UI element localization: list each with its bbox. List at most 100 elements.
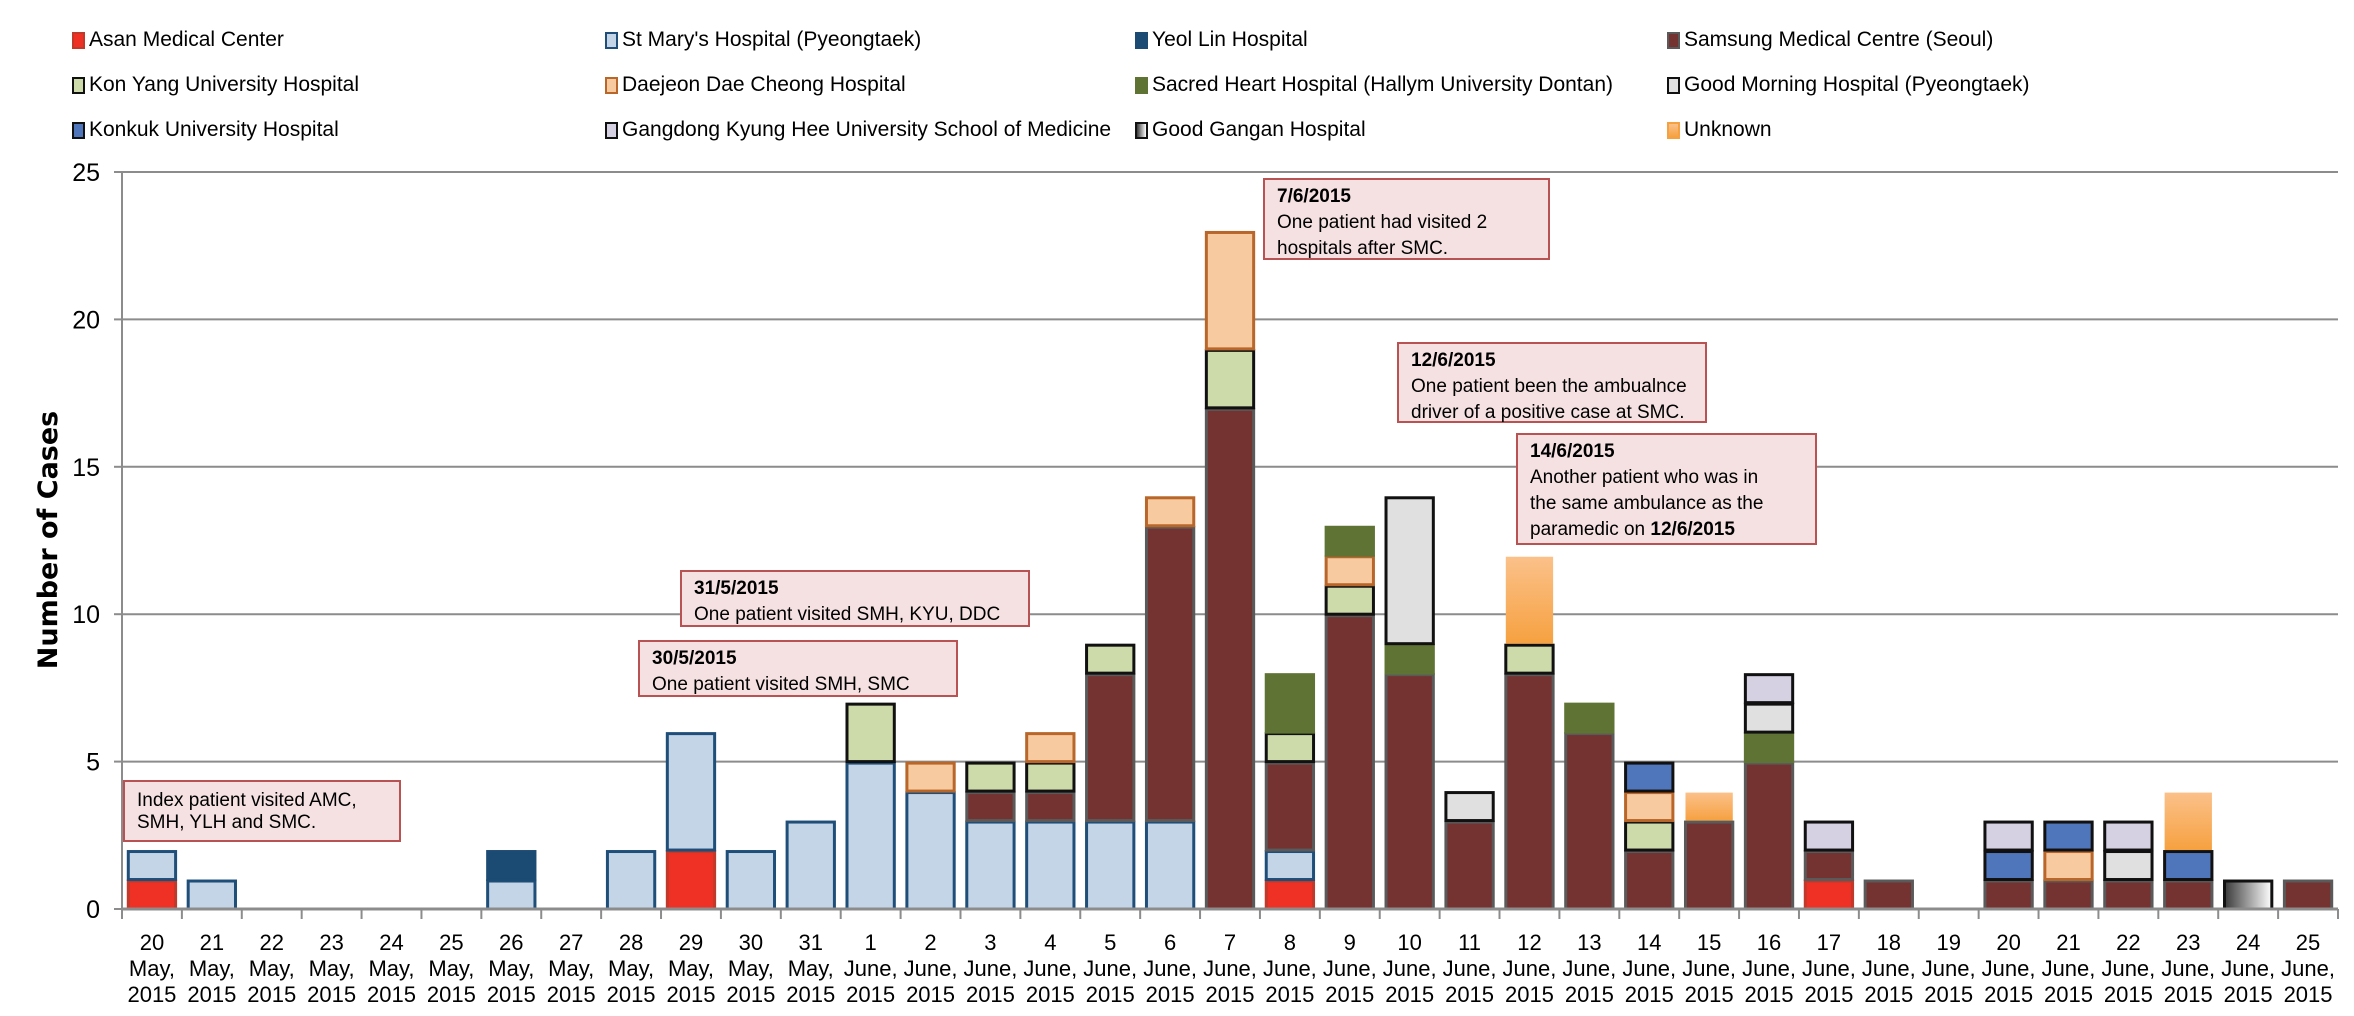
- x-tick-label-year: 2015: [1924, 982, 1973, 1007]
- bar-segment-amc: [126, 879, 178, 911]
- bar-segment-konkuk: [2043, 820, 2094, 852]
- x-tick-label-month: May,: [249, 956, 295, 981]
- x-tick-label-year: 2015: [367, 982, 416, 1007]
- x-tick-label-day: 4: [1044, 930, 1056, 955]
- annotation-text: the same ambulance as the: [1530, 493, 1764, 514]
- legend-item-ggh: Good Gangan Hospital: [1135, 118, 1366, 142]
- x-tick-label-year: 2015: [547, 982, 596, 1007]
- bar-segment-smc: [1264, 761, 1316, 852]
- x-tick-label-day: 2: [924, 930, 936, 955]
- x-tick-label-year: 2015: [726, 982, 775, 1007]
- x-tick-label-year: 2015: [487, 982, 536, 1007]
- bar-segment-smh: [965, 820, 1016, 911]
- x-tick-label-year: 2015: [666, 982, 715, 1007]
- x-tick-label-month: May,: [428, 956, 474, 981]
- x-tick-label-year: 2015: [187, 982, 236, 1007]
- bar-segment-smh: [785, 820, 836, 911]
- legend-item-smh: St Mary's Hospital (Pyeongtaek): [605, 28, 921, 52]
- x-tick-label-month: June,: [2281, 956, 2335, 981]
- x-tick-label-day: 26: [499, 930, 523, 955]
- bar-segment-gmh: [1384, 496, 1435, 646]
- annotation-box: 12/6/2015 One patient been the ambualnce d…: [1397, 342, 1707, 423]
- x-tick-label-day: 21: [2056, 930, 2080, 955]
- bar-segment-unknown: [2164, 792, 2212, 851]
- bar-segment-gmh: [1444, 791, 1495, 823]
- x-tick-label-month: May,: [668, 956, 714, 981]
- x-tick-label-day: 16: [1757, 930, 1781, 955]
- annotation-text: SMH, YLH and SMC.: [137, 812, 317, 833]
- bar-segment-smc: [1444, 820, 1495, 911]
- bar-segment-smh: [1085, 820, 1136, 911]
- bar-segment-smc: [965, 791, 1016, 823]
- bar-segment-gkh: [1743, 673, 1795, 705]
- bar-segment-kyu: [845, 702, 896, 764]
- x-tick-label-year: 2015: [307, 982, 356, 1007]
- x-tick-label-day: 17: [1817, 930, 1841, 955]
- legend-swatch-unknown: [1667, 121, 1680, 139]
- x-tick-label-day: 9: [1344, 930, 1356, 955]
- x-tick-label-day: 20: [140, 930, 164, 955]
- bar-segment-smc: [1384, 673, 1435, 911]
- bar-segment-gkh: [2103, 820, 2154, 852]
- bar-segment-smh: [605, 850, 657, 911]
- bar-segment-ddc: [2043, 850, 2094, 882]
- annotation-date: 30/5/2015: [652, 648, 737, 669]
- bar-segment-unknown: [1685, 792, 1733, 821]
- legend-swatch-ylh: [1135, 31, 1148, 49]
- bar-segment-smh: [486, 879, 537, 911]
- x-tick-label-year: 2015: [427, 982, 476, 1007]
- legend-item-gmh: Good Morning Hospital (Pyeongtaek): [1667, 73, 2030, 97]
- x-tick-label-month: June,: [1742, 956, 1796, 981]
- bar-segment-gmh: [1743, 702, 1795, 734]
- legend-swatch-shh: [1135, 76, 1148, 94]
- bar-segment-smc: [1743, 761, 1795, 911]
- x-tick-label-month: May,: [788, 956, 834, 981]
- annotation-date: 7/6/2015: [1277, 186, 1351, 207]
- legend-label: Good Gangan Hospital: [1152, 118, 1366, 141]
- x-tick-label-day: 10: [1397, 930, 1421, 955]
- bar-segment-smh: [186, 879, 237, 911]
- bar-segment-gmh: [2103, 850, 2154, 882]
- legend-item-shh: Sacred Heart Hospital (Hallym University…: [1135, 73, 1613, 97]
- x-tick-label-month: June,: [1922, 956, 1976, 981]
- y-tick-label: 15: [72, 454, 100, 482]
- y-tick-label: 5: [86, 749, 100, 777]
- x-tick-label-day: 21: [200, 930, 224, 955]
- x-tick-label-month: June,: [1383, 956, 1437, 981]
- x-tick-label-day: 24: [379, 930, 403, 955]
- annotation-box: 14/6/2015 Another patient who was in the s…: [1516, 433, 1817, 545]
- bar-segment-shh: [1384, 643, 1435, 675]
- bar-segment-smh: [665, 732, 717, 852]
- x-tick-label-year: 2015: [966, 982, 1015, 1007]
- bar-segment-smc: [1863, 879, 1914, 911]
- x-tick-label-month: June,: [1862, 956, 1916, 981]
- bar-segment-smh: [845, 761, 896, 911]
- bar-segment-smh: [1025, 820, 1076, 911]
- x-tick-label-year: 2015: [1325, 982, 1374, 1007]
- x-tick-label-day: 8: [1284, 930, 1296, 955]
- legend-label: Konkuk University Hospital: [89, 118, 339, 141]
- x-tick-label-year: 2015: [1206, 982, 1255, 1007]
- bar-segment-smc: [1803, 850, 1855, 882]
- x-tick-label-day: 6: [1164, 930, 1176, 955]
- x-tick-label-year: 2015: [1385, 982, 1434, 1007]
- gridlines: 0 5 10 15 20 25: [72, 159, 2338, 924]
- x-tick-label-year: 2015: [127, 982, 176, 1007]
- x-tick-label-month: June,: [1562, 956, 1616, 981]
- annotation-box: 30/5/2015 One patient visited SMH, SMC: [638, 640, 958, 697]
- x-tick-label-month: June,: [2221, 956, 2275, 981]
- legend-label: Samsung Medical Centre (Seoul): [1684, 28, 1994, 51]
- x-tick-label-month: June,: [1203, 956, 1257, 981]
- bar-segment-gkh: [1803, 820, 1855, 852]
- legend-label: Daejeon Dae Cheong Hospital: [622, 73, 906, 96]
- x-tick-label-year: 2015: [2104, 982, 2153, 1007]
- x-tick-label-day: 7: [1224, 930, 1236, 955]
- legend-item-smc: Samsung Medical Centre (Seoul): [1667, 28, 1993, 52]
- bar-segment-konkuk: [1624, 761, 1675, 793]
- bar-segment-smc: [1324, 614, 1375, 911]
- y-tick-label: 0: [86, 896, 100, 924]
- bar-segment-smc: [1504, 673, 1555, 911]
- x-tick-label-year: 2015: [2164, 982, 2213, 1007]
- x-tick-label-day: 19: [1936, 930, 1960, 955]
